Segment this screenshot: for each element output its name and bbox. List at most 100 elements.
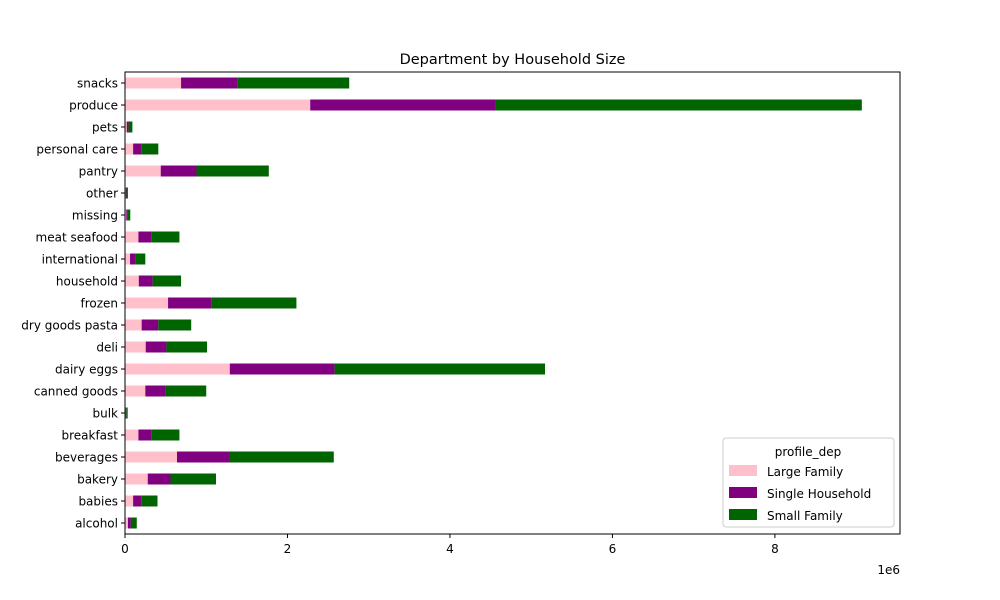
legend-title: profile_dep xyxy=(775,445,842,459)
bar-bakery-small-family xyxy=(170,473,216,485)
bar-breakfast-large-family xyxy=(125,429,139,441)
y-tick-label-meat-seafood: meat seafood xyxy=(36,231,118,245)
bar-pantry-small-family xyxy=(196,165,269,177)
bar-dry-goods-pasta-single-household xyxy=(141,319,159,331)
bar-produce-small-family xyxy=(495,99,862,111)
bar-dairy-eggs-small-family xyxy=(334,363,545,375)
bar-deli-large-family xyxy=(125,341,146,353)
bar-alcohol-single-household xyxy=(127,517,131,529)
bar-breakfast-single-household xyxy=(138,429,152,441)
bar-other-small-family xyxy=(126,187,128,199)
legend-label-small-family: Small Family xyxy=(767,509,843,523)
y-tick-label-beverages: beverages xyxy=(55,451,118,465)
y-tick-label-missing: missing xyxy=(72,209,118,223)
chart-title: Department by Household Size xyxy=(400,52,626,68)
y-tick-label-household: household xyxy=(56,275,118,289)
bar-produce-large-family xyxy=(125,99,311,111)
bar-babies-small-family xyxy=(141,495,158,507)
bar-pets-small-family xyxy=(128,121,133,133)
bar-dairy-eggs-large-family xyxy=(125,363,230,375)
bar-frozen-small-family xyxy=(211,297,297,309)
bar-bulk-single-household xyxy=(125,407,127,419)
bar-alcohol-large-family xyxy=(125,517,128,529)
y-tick-label-dry-goods-pasta: dry goods pasta xyxy=(21,319,118,333)
y-tick-label-alcohol: alcohol xyxy=(75,517,118,531)
y-tick-label-international: international xyxy=(42,253,118,267)
bar-meat-seafood-large-family xyxy=(125,231,139,243)
x-tick-label: 2 xyxy=(284,542,292,556)
bar-pantry-single-household xyxy=(160,165,197,177)
x-axis-ticks: 0 2 4 6 8 xyxy=(121,534,779,556)
bar-meat-seafood-small-family xyxy=(151,231,180,243)
bar-dry-goods-pasta-small-family xyxy=(158,319,192,331)
bar-pets-single-household xyxy=(126,121,129,133)
bar-household-single-household xyxy=(138,275,153,287)
bar-household-small-family xyxy=(152,275,182,287)
bar-snacks-large-family xyxy=(125,77,182,89)
x-tick-label: 6 xyxy=(609,542,617,556)
legend-label-large-family: Large Family xyxy=(767,465,843,479)
bar-personal-care-small-family xyxy=(141,143,159,155)
bar-babies-large-family xyxy=(125,495,134,507)
bar-meat-seafood-single-household xyxy=(138,231,152,243)
bar-beverages-single-household xyxy=(176,451,229,463)
x-axis-offset-label: 1e6 xyxy=(877,563,900,577)
bar-snacks-single-household xyxy=(181,77,238,89)
y-tick-label-babies: babies xyxy=(78,495,118,509)
x-tick-label: 0 xyxy=(121,542,129,556)
legend-swatch-large-family xyxy=(729,465,757,476)
x-tick-label: 8 xyxy=(771,542,779,556)
bar-dairy-eggs-single-household xyxy=(229,363,335,375)
bar-babies-single-household xyxy=(133,495,142,507)
y-tick-label-deli: deli xyxy=(96,341,118,355)
bar-bakery-single-household xyxy=(147,473,171,485)
y-tick-label-breakfast: breakfast xyxy=(61,429,118,443)
bar-pets-large-family xyxy=(125,121,127,133)
y-tick-label-canned-goods: canned goods xyxy=(34,385,118,399)
bar-international-large-family xyxy=(125,253,131,265)
legend: profile_dep Large Family Single Househol… xyxy=(722,437,895,528)
bar-dry-goods-pasta-large-family xyxy=(125,319,142,331)
bar-frozen-large-family xyxy=(125,297,169,309)
bar-deli-small-family xyxy=(166,341,208,353)
bar-frozen-single-household xyxy=(168,297,212,309)
bar-missing-single-household xyxy=(126,209,128,221)
y-tick-label-snacks: snacks xyxy=(77,77,118,91)
legend-swatch-small-family xyxy=(729,509,757,520)
bar-bulk-small-family xyxy=(126,407,128,419)
y-tick-label-pantry: pantry xyxy=(79,165,118,179)
bar-canned-goods-small-family xyxy=(165,385,207,397)
y-tick-label-personal-care: personal care xyxy=(36,143,118,157)
bar-pantry-large-family xyxy=(125,165,161,177)
y-axis-ticks: alcohol babies bakery beverages breakfast bul… xyxy=(21,77,125,531)
y-tick-label-frozen: frozen xyxy=(80,297,118,311)
bar-produce-single-household xyxy=(310,99,496,111)
bar-missing-large-family xyxy=(125,209,127,221)
bar-canned-goods-large-family xyxy=(125,385,146,397)
y-tick-label-pets: pets xyxy=(92,121,118,135)
bar-beverages-large-family xyxy=(125,451,177,463)
legend-swatch-single-household xyxy=(729,487,757,498)
bar-canned-goods-single-household xyxy=(145,385,166,397)
bar-alcohol-small-family xyxy=(130,517,137,529)
bar-snacks-small-family xyxy=(237,77,350,89)
y-tick-label-other: other xyxy=(86,187,118,201)
x-tick-label: 4 xyxy=(446,542,454,556)
bar-international-small-family xyxy=(135,253,146,265)
bar-deli-single-household xyxy=(145,341,167,353)
bar-personal-care-single-household xyxy=(133,143,142,155)
bar-breakfast-small-family xyxy=(151,429,180,441)
legend-frame xyxy=(722,437,895,528)
bar-missing-small-family xyxy=(127,209,131,221)
y-tick-label-dairy-eggs: dairy eggs xyxy=(55,363,118,377)
y-tick-label-bakery: bakery xyxy=(77,473,118,487)
plot-frame xyxy=(124,71,901,535)
legend-label-single-household: Single Household xyxy=(767,487,871,501)
bar-beverages-small-family xyxy=(228,451,334,463)
bar-international-single-household xyxy=(130,253,136,265)
y-tick-label-bulk: bulk xyxy=(92,407,118,421)
bar-bakery-large-family xyxy=(125,473,148,485)
bar-household-large-family xyxy=(125,275,139,287)
bars-group xyxy=(125,77,862,529)
